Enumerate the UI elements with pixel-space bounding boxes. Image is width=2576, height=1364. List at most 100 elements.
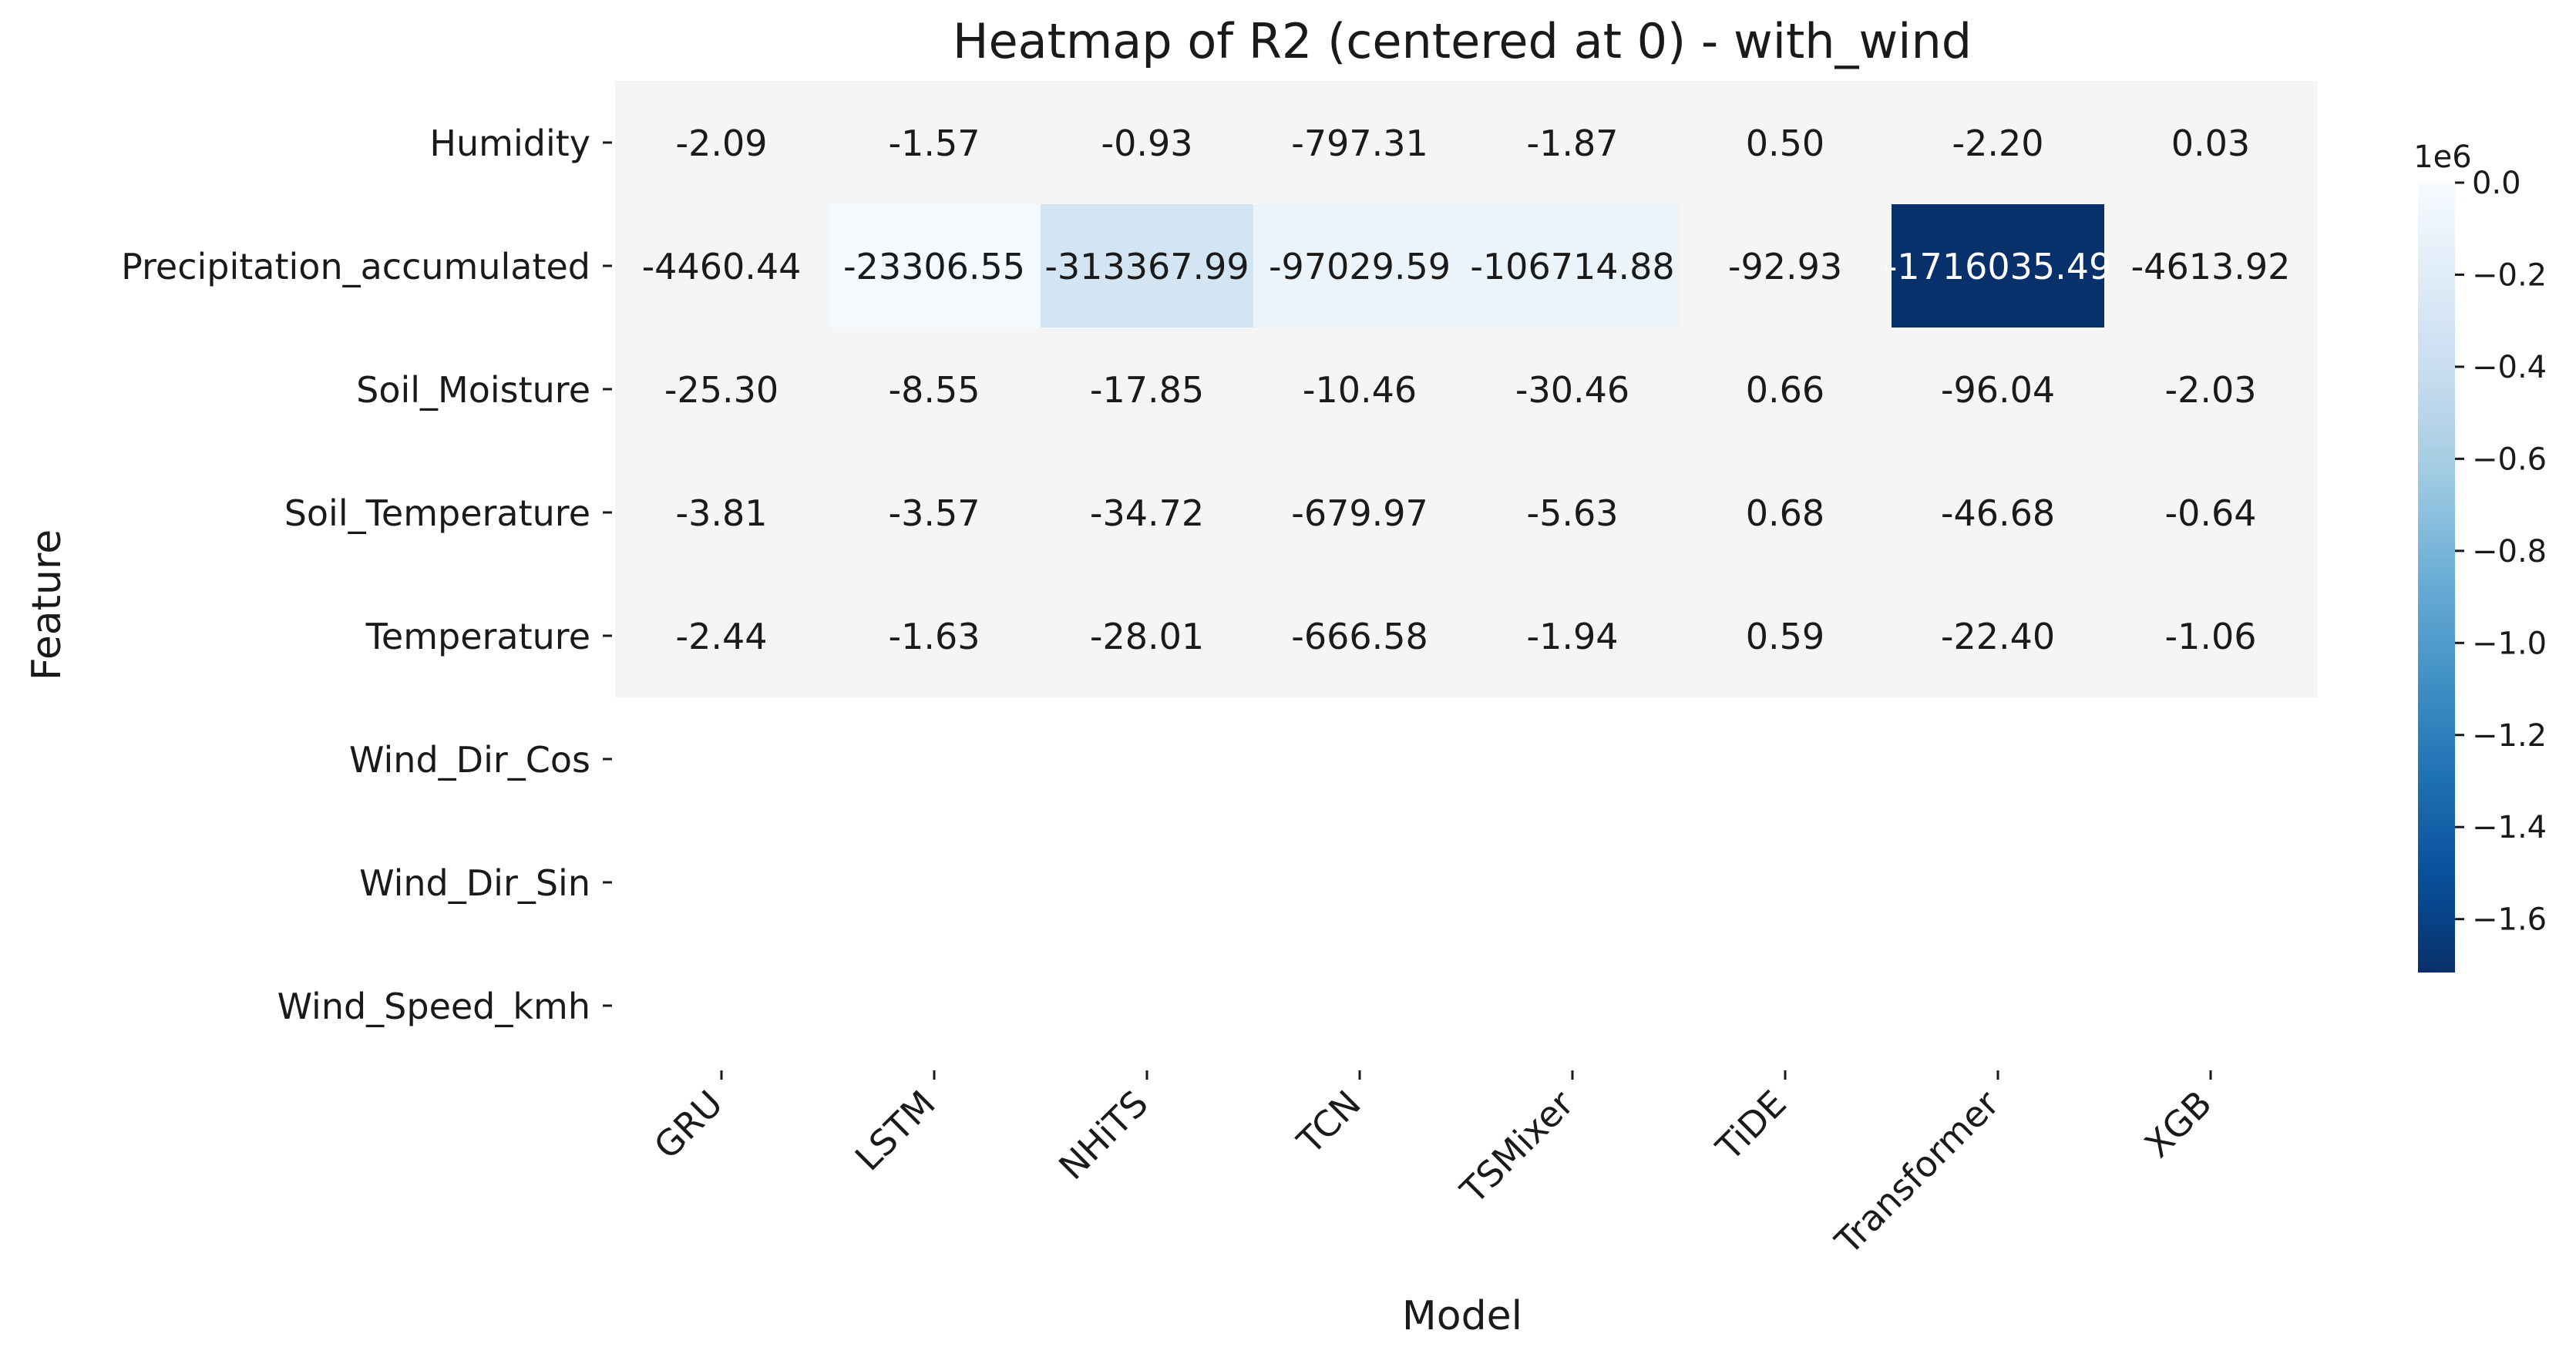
heatmap-cell xyxy=(2104,328,2318,452)
heatmap-cell-label: -1.94 xyxy=(1526,616,1618,657)
column-tick-label: TCN xyxy=(1289,1083,1369,1163)
column-tick-label: XGB xyxy=(2137,1083,2220,1166)
colorbar-scale-label: 1e6 xyxy=(2413,139,2472,175)
row-tick-label: Soil_Moisture xyxy=(356,369,590,411)
heatmap-cell-label: -1.57 xyxy=(888,123,980,164)
colorbar-tick-label: −0.8 xyxy=(2472,534,2547,569)
heatmap-cell xyxy=(1466,451,1680,575)
column-tick-label: LSTM xyxy=(847,1083,943,1179)
heatmap-cell-label: -92.93 xyxy=(1728,246,1842,287)
heatmap-cell-label: 0.68 xyxy=(1746,492,1824,534)
heatmap-cell-label: -10.46 xyxy=(1303,369,1417,411)
row-tick-label: Precipitation_accumulated xyxy=(121,246,590,287)
heatmap-cell xyxy=(828,204,1041,328)
heatmap-cell xyxy=(1679,451,1892,575)
colorbar-tick-label: −1.0 xyxy=(2472,626,2547,661)
heatmap-cell xyxy=(1041,451,1254,575)
colorbar-tick-label: −1.6 xyxy=(2472,902,2547,938)
row-tick-label: Wind_Dir_Sin xyxy=(359,862,590,904)
heatmap-cell xyxy=(615,204,829,328)
heatmap-cell xyxy=(828,81,1041,205)
column-tick-label: GRU xyxy=(646,1083,731,1167)
heatmap-cell-label: -17.85 xyxy=(1090,369,1204,411)
heatmap-cell-label: -22.40 xyxy=(1941,616,2055,657)
heatmap-cell xyxy=(2104,204,2318,328)
heatmap-cell xyxy=(615,328,829,452)
colorbar-tick-label: −1.2 xyxy=(2472,718,2547,754)
column-tick-labels: GRU LSTM NHiTS TCN TSMixer TiDE Transformer XGB xyxy=(646,1070,2220,1263)
heatmap-cell-label: -2.44 xyxy=(675,616,767,657)
heatmap-cell-label: 0.59 xyxy=(1746,616,1824,657)
column-tick-label: TSMixer xyxy=(1452,1083,1582,1212)
column-tick-label: TiDE xyxy=(1707,1083,1794,1169)
heatmap-cell-label: -3.57 xyxy=(888,492,980,534)
heatmap-cell xyxy=(1466,204,1680,328)
colorbar-tick-label: −0.6 xyxy=(2472,442,2547,477)
heatmap-cell-label: -3.81 xyxy=(675,492,767,534)
heatmap-cell xyxy=(1679,81,1892,205)
heatmap-cell xyxy=(1466,81,1680,205)
heatmap-cell xyxy=(828,451,1041,575)
heatmap-cell-label: 0.66 xyxy=(1746,369,1824,411)
heatmap-cell xyxy=(615,81,829,205)
colorbar-tick-label: 0.0 xyxy=(2472,166,2521,201)
heatmap-cell-label: -0.64 xyxy=(2164,492,2256,534)
heatmap-cell xyxy=(1041,204,1254,328)
heatmap-cell xyxy=(1253,451,1467,575)
column-tick-label: Transformer xyxy=(1827,1083,2007,1263)
heatmap-cell-label: -2.03 xyxy=(2164,369,2256,411)
heatmap-cell-label: -8.55 xyxy=(888,369,980,411)
colorbar-tick-label: −1.4 xyxy=(2472,810,2547,845)
heatmap-cell-label: -5.63 xyxy=(1526,492,1618,534)
row-tick-label: Soil_Temperature xyxy=(284,492,590,534)
heatmap-cell-label: -1.06 xyxy=(2164,616,2256,657)
heatmap-cell-label: -666.58 xyxy=(1291,616,1428,657)
heatmap-cell xyxy=(1041,81,1254,205)
heatmap-cell xyxy=(1892,574,2105,698)
row-tick-labels: Humidity Precipitation_accumulated Soil_Mo… xyxy=(121,123,612,1027)
chart-title: Heatmap of R2 (centered at 0) - with_win… xyxy=(953,13,1972,69)
heatmap-cell xyxy=(828,574,1041,698)
x-axis-label: Model xyxy=(1402,1293,1522,1339)
heatmap-cell-label: -4613.92 xyxy=(2131,246,2291,287)
heatmap-cell xyxy=(1892,451,2105,575)
heatmap-cell-label: -4460.44 xyxy=(642,246,802,287)
heatmap-cell-label: -46.68 xyxy=(1941,492,2055,534)
colorbar-tick-label: −0.4 xyxy=(2472,350,2547,385)
heatmap-cell-label: -2.09 xyxy=(675,123,767,164)
heatmap-cell xyxy=(2104,574,2318,698)
heatmap-cell xyxy=(828,328,1041,452)
heatmap-cell-label: -679.97 xyxy=(1291,492,1428,534)
colorbar-gradient xyxy=(2418,183,2455,973)
heatmap-cell-label: -0.93 xyxy=(1101,123,1192,164)
heatmap-cell xyxy=(1253,574,1467,698)
heatmap-cell-label: -30.46 xyxy=(1515,369,1629,411)
heatmap-cell-label: -106714.88 xyxy=(1470,246,1674,287)
heatmap-cell xyxy=(1253,81,1467,205)
heatmap-cell-label: -313367.99 xyxy=(1044,246,1249,287)
heatmap-cell xyxy=(1892,81,2105,205)
heatmap-cell xyxy=(1679,574,1892,698)
heatmap-cell-label: -2.20 xyxy=(1952,123,2043,164)
heatmap-cell-label: -28.01 xyxy=(1090,616,1204,657)
column-tick-label: NHiTS xyxy=(1051,1083,1156,1188)
heatmap-cell-labels: -2.09 -1.57 -0.93 -797.31 -1.87 0.50 -2.20 0.03… xyxy=(642,123,2291,657)
heatmap-cell xyxy=(1892,328,2105,452)
heatmap-cell-label: 0.50 xyxy=(1746,123,1824,164)
heatmap-cell xyxy=(1041,328,1254,452)
heatmap-cell-label: -96.04 xyxy=(1941,369,2055,411)
y-axis-label: Feature xyxy=(24,529,70,681)
heatmap-cell xyxy=(1679,328,1892,452)
row-tick-label: Wind_Speed_kmh xyxy=(277,986,590,1027)
row-tick-label: Temperature xyxy=(365,616,590,657)
heatmap-cell xyxy=(1253,328,1467,452)
heatmap-cell xyxy=(1892,204,2105,328)
heatmap-cell-label: -1716035.49 xyxy=(1885,246,2112,287)
heatmap-cell xyxy=(615,451,829,575)
heatmap-cell-label: -23306.55 xyxy=(843,246,1025,287)
heatmap-cells xyxy=(615,81,2318,698)
heatmap-cell-label: 0.03 xyxy=(2171,123,2250,164)
heatmap-cell xyxy=(1253,204,1467,328)
